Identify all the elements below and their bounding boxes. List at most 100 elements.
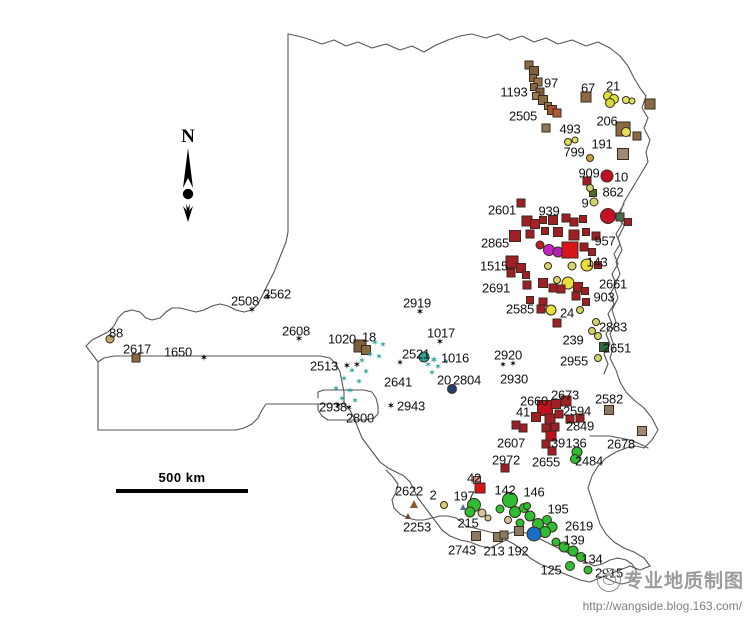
deposit-label: 2513 <box>309 358 339 374</box>
deposit-label: 2661 <box>598 276 628 292</box>
deposit-symbol-star: ✶ <box>355 377 363 388</box>
deposit-label: 2521 <box>401 346 431 362</box>
deposit-symbol-square <box>617 148 629 160</box>
north-arrow-glyph <box>182 148 194 222</box>
deposit-symbol-star: ✶ <box>345 403 353 414</box>
deposit-symbol-circle <box>583 565 593 575</box>
deposit-symbol-star: ✶ <box>340 374 348 385</box>
deposit-symbol-star: ✶ <box>434 362 442 373</box>
deposit-label: 41 <box>515 404 531 420</box>
deposit-symbol-square <box>530 83 538 91</box>
deposit-symbol-star: ✶ <box>352 360 362 371</box>
deposit-symbol-star: ✶ <box>247 305 257 316</box>
deposit-symbol-square <box>499 530 509 540</box>
deposit-label: 2938 <box>318 399 348 415</box>
deposit-label: 192 <box>507 543 529 559</box>
deposit-label: 213 <box>483 543 505 559</box>
deposit-symbol-circle <box>526 526 542 542</box>
deposit-symbol-square <box>579 215 587 223</box>
deposit-symbol-star: ✶ <box>386 401 396 412</box>
deposit-label: 125 <box>540 562 562 578</box>
deposit-label: 2800 <box>345 410 375 426</box>
deposit-symbol-star: ✶ <box>428 368 436 379</box>
deposit-label: 2883 <box>598 319 628 335</box>
deposit-label: 1017 <box>426 325 456 341</box>
deposit-label: 215 <box>457 515 479 531</box>
deposit-label: 2673 <box>550 387 580 403</box>
deposit-symbol-square <box>541 123 551 133</box>
deposit-symbol-circle <box>567 261 577 271</box>
deposit-label: 20 <box>436 372 452 388</box>
deposit-label: 1650 <box>163 344 193 360</box>
deposit-symbol-square <box>509 230 521 242</box>
deposit-symbol-square <box>624 218 632 226</box>
deposit-symbol-star: ✶ <box>435 337 445 348</box>
deposit-symbol-square <box>541 227 549 235</box>
deposit-symbol-square <box>615 212 625 222</box>
deposit-label: 206 <box>596 113 618 129</box>
deposit-symbol-square <box>571 291 581 301</box>
deposit-symbol-star: ✶ <box>362 367 370 378</box>
deposit-symbol-circle <box>594 332 602 340</box>
deposit-label: 903 <box>593 289 615 305</box>
deposit-label: 10 <box>613 169 629 185</box>
deposit-label: 146 <box>523 484 545 500</box>
deposit-symbol-circle <box>589 197 599 207</box>
deposit-symbol-circle <box>105 334 115 344</box>
deposit-symbol-circle <box>545 304 557 316</box>
deposit-label: 39 <box>550 435 566 451</box>
deposit-symbol-star: ✶ <box>424 360 432 371</box>
deposit-symbol-star: ✶ <box>499 360 507 371</box>
deposit-label: 191 <box>591 136 613 152</box>
deposit-label: 939 <box>538 203 560 219</box>
deposit-label: 67 <box>580 80 596 96</box>
deposit-symbol-star: ✶ <box>332 384 340 395</box>
deposit-symbol-circle <box>477 508 487 518</box>
deposit-label: 909 <box>578 165 600 181</box>
deposit-symbol-square <box>575 413 585 423</box>
deposit-symbol-square <box>471 531 481 541</box>
deposit-symbol-square <box>541 439 551 449</box>
deposit-symbol-circle <box>600 169 614 183</box>
watermark: 专业地质制图 <box>596 566 744 593</box>
deposit-label: 2804 <box>452 372 482 388</box>
deposit-symbol-square <box>581 287 589 295</box>
deposit-symbol-circle <box>464 506 476 518</box>
deposit-symbol-circle <box>586 184 594 192</box>
deposit-label: 2651 <box>602 340 632 356</box>
deposit-label: 2608 <box>281 323 311 339</box>
deposit-symbol-star: ✶ <box>366 350 374 361</box>
deposit-symbol-circle <box>588 327 596 335</box>
deposit-symbol-square <box>533 77 543 87</box>
deposit-symbol-square <box>526 296 534 304</box>
deposit-symbol-square <box>505 255 519 269</box>
deposit-label: 2691 <box>481 280 511 296</box>
deposit-symbol-square <box>554 409 564 419</box>
deposit-symbol-square <box>569 217 579 227</box>
deposit-symbol-star: ✶ <box>346 386 354 397</box>
deposit-label: 2601 <box>487 202 517 218</box>
deposit-label: 9 <box>581 195 589 211</box>
deposit-label: 2505 <box>508 108 538 124</box>
deposit-label: 21 <box>605 78 621 94</box>
deposit-symbol-star: ✶ <box>338 394 346 405</box>
deposit-symbol-square <box>547 446 557 456</box>
deposit-label: 2562 <box>262 286 292 302</box>
deposit-symbol-square <box>531 412 541 422</box>
deposit-symbol-square <box>522 271 530 279</box>
deposit-symbol-circle <box>594 354 602 362</box>
deposit-symbol-square <box>565 414 575 424</box>
deposit-symbol-star: ✶ <box>342 361 352 372</box>
deposit-label: 143 <box>586 254 608 270</box>
deposit-symbol-star: ✶ <box>348 366 356 377</box>
deposit-symbol-square <box>588 248 596 256</box>
deposit-label: 2919 <box>402 295 432 311</box>
deposit-label: 2617 <box>122 341 152 357</box>
deposit-label: 2660 <box>519 393 549 409</box>
deposit-symbol-star: ✶ <box>429 353 439 367</box>
deposit-label: 493 <box>559 121 581 137</box>
deposit-symbol-star: ✶ <box>358 356 366 367</box>
deposit-symbol-circle <box>504 516 512 524</box>
deposit-symbol-star: ✶ <box>199 353 209 364</box>
deposit-label: 2 <box>429 487 437 503</box>
